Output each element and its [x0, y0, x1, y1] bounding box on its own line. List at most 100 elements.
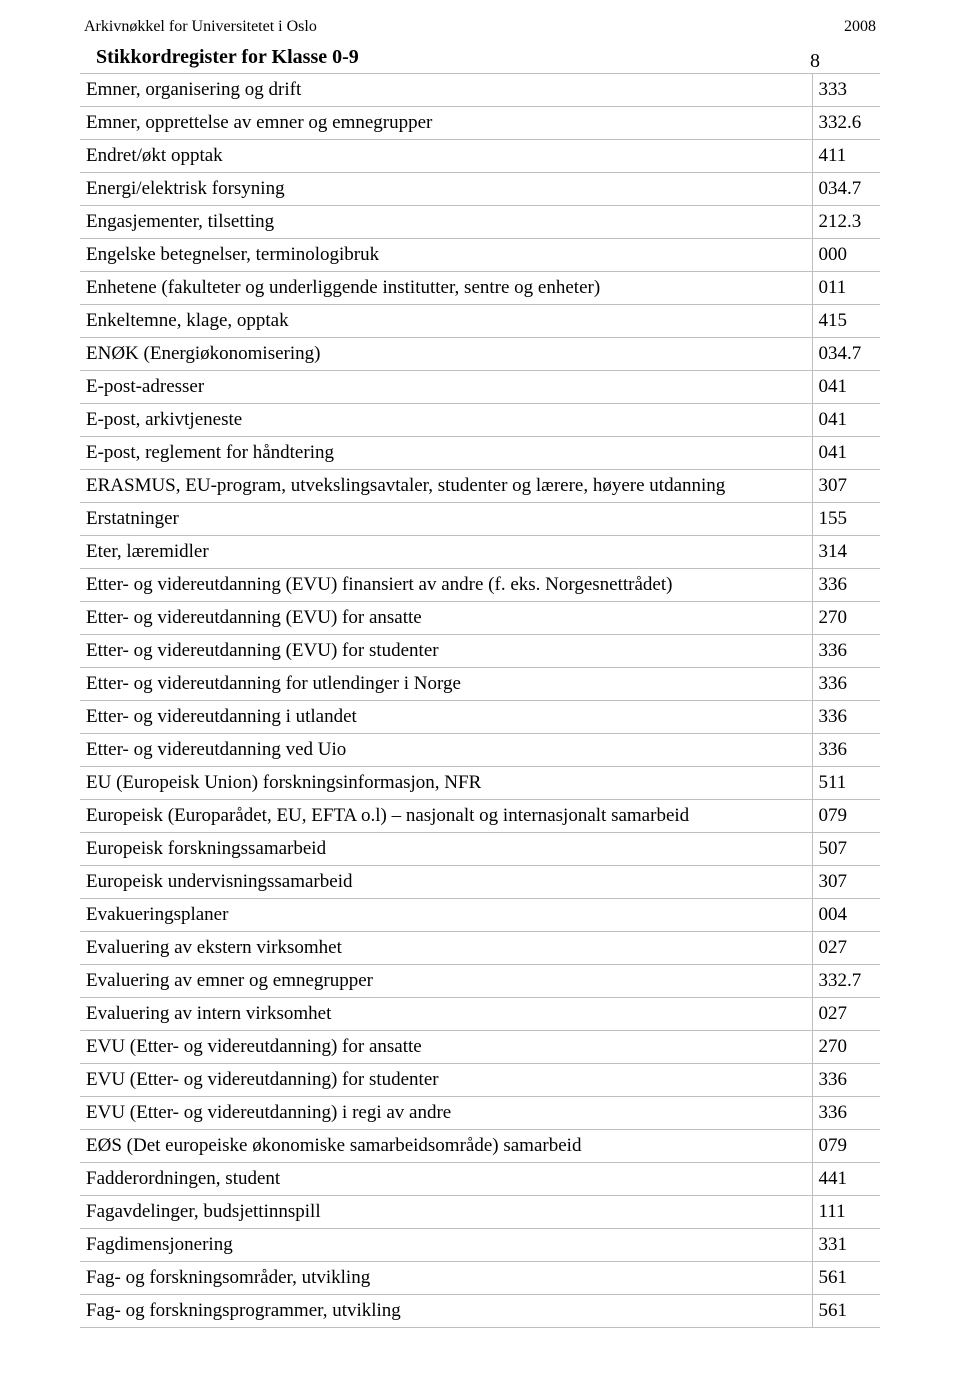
entry-code: 004: [812, 899, 880, 932]
table-row: Etter- og videreutdanning (EVU) finansie…: [80, 569, 880, 602]
entry-label: ENØK (Energiøkonomisering): [80, 338, 812, 371]
entry-label: Etter- og videreutdanning for utlendinge…: [80, 668, 812, 701]
entry-code: 332.6: [812, 107, 880, 140]
entry-code: 307: [812, 470, 880, 503]
entry-label: Fagdimensjonering: [80, 1229, 812, 1262]
table-row: Erstatninger155: [80, 503, 880, 536]
index-table: Emner, organisering og drift333Emner, op…: [80, 73, 880, 1328]
entry-code: 307: [812, 866, 880, 899]
table-row: Eter, læremidler314: [80, 536, 880, 569]
entry-code: 041: [812, 437, 880, 470]
entry-label: Enhetene (fakulteter og underliggende in…: [80, 272, 812, 305]
entry-code: 336: [812, 1097, 880, 1130]
entry-code: 111: [812, 1196, 880, 1229]
table-row: Etter- og videreutdanning (EVU) for stud…: [80, 635, 880, 668]
entry-label: Evaluering av emner og emnegrupper: [80, 965, 812, 998]
entry-label: Energi/elektrisk forsyning: [80, 173, 812, 206]
table-row: EVU (Etter- og videreutdanning) for ansa…: [80, 1031, 880, 1064]
entry-label: EVU (Etter- og videreutdanning) i regi a…: [80, 1097, 812, 1130]
entry-code: 011: [812, 272, 880, 305]
table-row: Evaluering av intern virksomhet027: [80, 998, 880, 1031]
subtitle: Stikkordregister for Klasse 0-9: [80, 42, 880, 73]
entry-label: EVU (Etter- og videreutdanning) for stud…: [80, 1064, 812, 1097]
entry-code: 336: [812, 1064, 880, 1097]
entry-code: 332.7: [812, 965, 880, 998]
entry-code: 270: [812, 602, 880, 635]
entry-code: 331: [812, 1229, 880, 1262]
entry-code: 155: [812, 503, 880, 536]
entry-code: 507: [812, 833, 880, 866]
entry-code: 027: [812, 998, 880, 1031]
entry-label: Evaluering av ekstern virksomhet: [80, 932, 812, 965]
table-row: EØS (Det europeiske økonomiske samarbeid…: [80, 1130, 880, 1163]
table-row: Etter- og videreutdanning ved Uio336: [80, 734, 880, 767]
entry-label: Europeisk forskningssamarbeid: [80, 833, 812, 866]
entry-code: 270: [812, 1031, 880, 1064]
entry-label: Endret/økt opptak: [80, 140, 812, 173]
entry-code: 336: [812, 668, 880, 701]
table-row: Fagdimensjonering331: [80, 1229, 880, 1262]
table-row: Etter- og videreutdanning i utlandet336: [80, 701, 880, 734]
entry-code: 041: [812, 404, 880, 437]
entry-label: Fadderordningen, student: [80, 1163, 812, 1196]
entry-code: 079: [812, 1130, 880, 1163]
page-number: 8: [810, 50, 820, 73]
entry-code: 561: [812, 1262, 880, 1295]
entry-code: 336: [812, 635, 880, 668]
entry-label: Etter- og videreutdanning (EVU) finansie…: [80, 569, 812, 602]
table-row: Enhetene (fakulteter og underliggende in…: [80, 272, 880, 305]
entry-code: 561: [812, 1295, 880, 1328]
entry-code: 079: [812, 800, 880, 833]
entry-code: 000: [812, 239, 880, 272]
table-row: Energi/elektrisk forsyning034.7: [80, 173, 880, 206]
entry-label: Engelske betegnelser, terminologibruk: [80, 239, 812, 272]
entry-label: Emner, opprettelse av emner og emnegrupp…: [80, 107, 812, 140]
entry-label: E-post, reglement for håndtering: [80, 437, 812, 470]
table-row: E-post, arkivtjeneste041: [80, 404, 880, 437]
entry-code: 411: [812, 140, 880, 173]
entry-label: ERASMUS, EU-program, utvekslingsavtaler,…: [80, 470, 812, 503]
entry-label: Etter- og videreutdanning (EVU) for stud…: [80, 635, 812, 668]
table-row: Europeisk (Europarådet, EU, EFTA o.l) – …: [80, 800, 880, 833]
table-row: EVU (Etter- og videreutdanning) for stud…: [80, 1064, 880, 1097]
table-row: Emner, opprettelse av emner og emnegrupp…: [80, 107, 880, 140]
table-row: Emner, organisering og drift333: [80, 74, 880, 107]
entry-label: Fag- og forskningsprogrammer, utvikling: [80, 1295, 812, 1328]
table-row: Evaluering av ekstern virksomhet027: [80, 932, 880, 965]
entry-label: Enkeltemne, klage, opptak: [80, 305, 812, 338]
entry-label: Etter- og videreutdanning (EVU) for ansa…: [80, 602, 812, 635]
entry-label: Fagavdelinger, budsjettinnspill: [80, 1196, 812, 1229]
table-row: E-post, reglement for håndtering041: [80, 437, 880, 470]
entry-label: Eter, læremidler: [80, 536, 812, 569]
entry-code: 415: [812, 305, 880, 338]
entry-label: Evakueringsplaner: [80, 899, 812, 932]
entry-code: 336: [812, 734, 880, 767]
entry-label: E-post-adresser: [80, 371, 812, 404]
entry-label: Etter- og videreutdanning i utlandet: [80, 701, 812, 734]
table-row: Enkeltemne, klage, opptak415: [80, 305, 880, 338]
entry-label: EØS (Det europeiske økonomiske samarbeid…: [80, 1130, 812, 1163]
table-row: Etter- og videreutdanning (EVU) for ansa…: [80, 602, 880, 635]
entry-code: 511: [812, 767, 880, 800]
entry-label: Evaluering av intern virksomhet: [80, 998, 812, 1031]
table-row: Evakueringsplaner004: [80, 899, 880, 932]
entry-label: EVU (Etter- og videreutdanning) for ansa…: [80, 1031, 812, 1064]
entry-code: 336: [812, 701, 880, 734]
header-right: 2008: [844, 18, 876, 36]
entry-code: 034.7: [812, 338, 880, 371]
entry-code: 027: [812, 932, 880, 965]
entry-code: 314: [812, 536, 880, 569]
table-row: Fadderordningen, student441: [80, 1163, 880, 1196]
entry-label: Europeisk undervisningssamarbeid: [80, 866, 812, 899]
table-row: Engasjementer, tilsetting212.3: [80, 206, 880, 239]
entry-label: Etter- og videreutdanning ved Uio: [80, 734, 812, 767]
table-row: EU (Europeisk Union) forskningsinformasj…: [80, 767, 880, 800]
entry-code: 441: [812, 1163, 880, 1196]
table-row: Europeisk forskningssamarbeid507: [80, 833, 880, 866]
table-row: Fagavdelinger, budsjettinnspill111: [80, 1196, 880, 1229]
table-row: ENØK (Energiøkonomisering)034.7: [80, 338, 880, 371]
table-row: Engelske betegnelser, terminologibruk000: [80, 239, 880, 272]
entry-code: 034.7: [812, 173, 880, 206]
table-row: ERASMUS, EU-program, utvekslingsavtaler,…: [80, 470, 880, 503]
table-row: Etter- og videreutdanning for utlendinge…: [80, 668, 880, 701]
